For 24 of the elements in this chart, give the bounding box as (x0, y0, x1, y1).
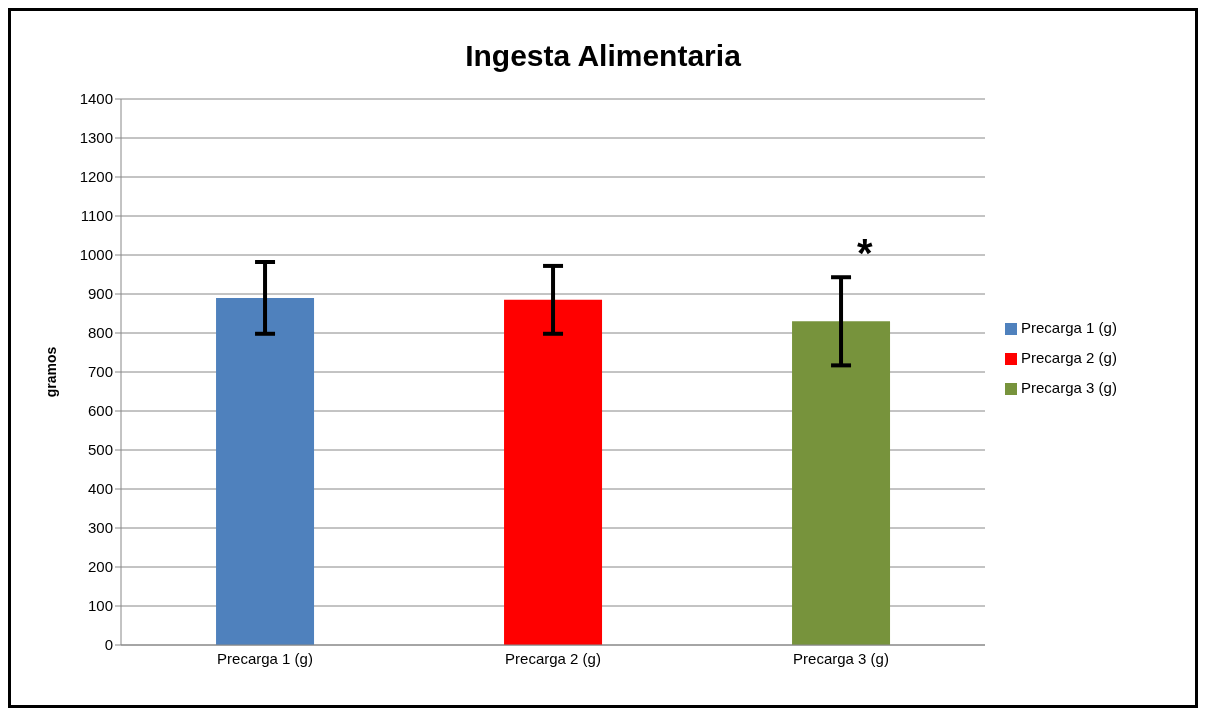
x-tick-label: Precarga 3 (g) (793, 649, 889, 667)
y-tick-label: 800 (87, 324, 113, 342)
annotation: * (857, 231, 873, 275)
y-tick-label: 1400 (79, 90, 113, 108)
y-tick-label: 200 (87, 558, 113, 576)
y-axis-title: gramos (42, 346, 59, 398)
y-tick-label: 500 (87, 441, 113, 459)
y-tick-label: 700 (87, 363, 113, 381)
chart-title: Ingesta Alimentaria (464, 39, 742, 73)
y-tick-label: 100 (87, 597, 113, 615)
legend-label: Precarga 3 (g) (1021, 379, 1117, 396)
x-tick-label: Precarga 1 (g) (217, 649, 313, 667)
y-tick-label: 1000 (79, 246, 113, 264)
y-tick-label: 400 (87, 480, 113, 498)
legend-label: Precarga 1 (g) (1021, 319, 1117, 336)
legend-label: Precarga 2 (g) (1021, 349, 1117, 366)
y-tick-label: 300 (87, 519, 113, 537)
y-tick-label: 1100 (80, 207, 113, 225)
x-tick-label: Precarga 2 (g) (505, 649, 601, 667)
y-tick-label: 1200 (79, 168, 113, 186)
y-tick-label: 0 (104, 636, 113, 654)
y-tick-label: 600 (87, 402, 113, 420)
y-tick-label: 1300 (79, 129, 113, 147)
y-tick-label: 900 (87, 285, 113, 303)
